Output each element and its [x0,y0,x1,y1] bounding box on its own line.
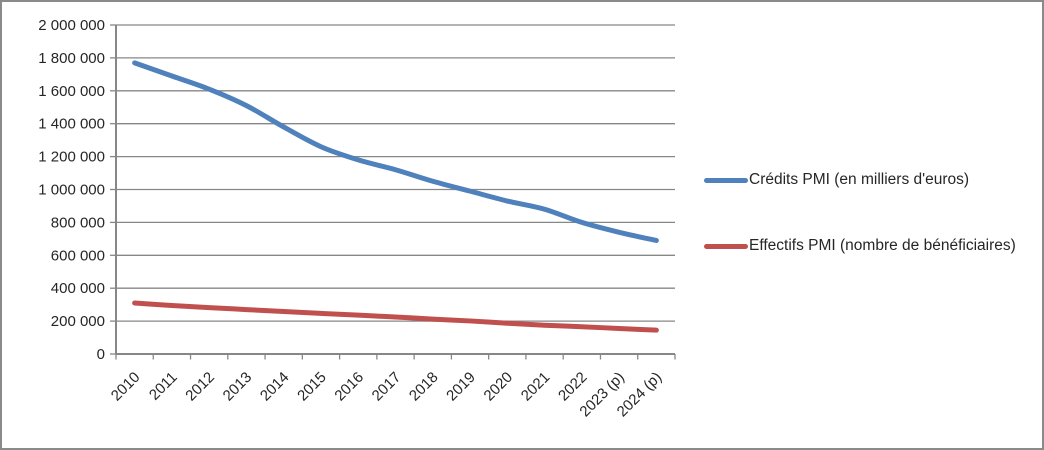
effectifs-series-line [132,300,659,333]
y-tick-label: 1 200 000 [38,149,105,166]
legend-entry-effectifs: Effectifs PMI (nombre de bénéficiaires) [704,236,1034,256]
y-tick-label: 0 [97,346,105,363]
credits-series-line [132,60,659,243]
x-tick-label: 2018 [406,369,442,405]
credits-series-swatch [704,177,748,183]
y-tick-label: 1 600 000 [38,83,105,100]
x-tick-label: 2020 [481,369,517,405]
x-tick-label: 2019 [443,369,479,405]
y-tick-label: 1 400 000 [38,116,105,133]
legend-entry-credits: Crédits PMI (en milliers d'euros) [704,170,1034,190]
legend-label-effectifs: Effectifs PMI (nombre de bénéficiaires) [749,237,1016,254]
y-tick-label: 1 000 000 [38,182,105,199]
effectifs-series-swatch [704,243,748,249]
x-tick-label: 2017 [369,369,405,405]
y-tick-label: 800 000 [51,214,105,231]
legend: Crédits PMI (en milliers d'euros) Effect… [704,170,1034,256]
x-tick-label: 2021 [518,369,554,405]
y-tick-label: 400 000 [51,280,105,297]
x-tick-label: 2010 [108,369,144,405]
x-tick-label: 2013 [220,369,256,405]
x-tick-label: 2012 [182,369,218,405]
x-tick-label: 2015 [294,369,330,405]
x-tick-label: 2016 [331,369,367,405]
x-tick-label: 2011 [146,369,181,404]
y-tick-label: 2 000 000 [38,17,105,34]
y-tick-label: 1 800 000 [38,50,105,67]
x-tick-label: 2014 [257,369,293,405]
legend-label-credits: Crédits PMI (en milliers d'euros) [749,171,970,188]
y-tick-label: 200 000 [51,313,105,330]
y-tick-label: 600 000 [51,247,105,264]
